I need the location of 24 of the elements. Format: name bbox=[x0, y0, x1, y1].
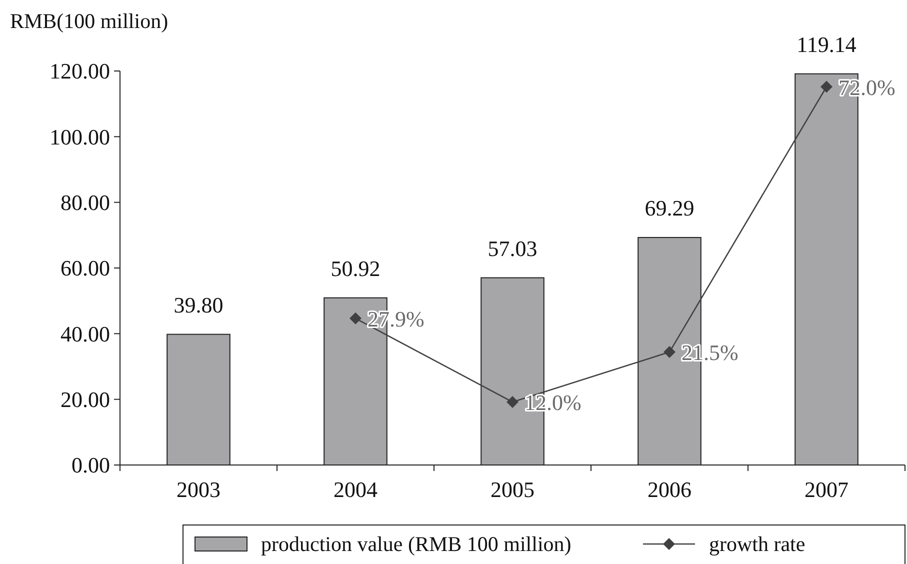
data-label: 57.03 bbox=[488, 236, 538, 261]
data-label: 119.14 bbox=[796, 32, 856, 57]
y-tick-label: 120.00 bbox=[50, 58, 110, 84]
x-tick-label: 2006 bbox=[648, 477, 692, 502]
y-tick-label: 0.00 bbox=[72, 452, 110, 478]
x-tick-label: 2004 bbox=[334, 477, 378, 502]
point bbox=[350, 312, 362, 324]
point bbox=[664, 346, 676, 358]
y-tick-label: 80.00 bbox=[60, 190, 110, 216]
x-tick-label: 2005 bbox=[490, 477, 534, 502]
x-tick-label: 2003 bbox=[176, 477, 220, 502]
data-label: 69.29 bbox=[644, 196, 694, 220]
y-tick-label: 40.00 bbox=[60, 321, 110, 346]
x-tick-label: 2007 bbox=[804, 477, 848, 502]
y-tick-label: 100.00 bbox=[50, 124, 110, 150]
data-label: 39.80 bbox=[174, 292, 224, 318]
y-tick-label: 20.00 bbox=[60, 387, 110, 412]
point bbox=[820, 80, 832, 93]
y-tick-label: 60.00 bbox=[60, 256, 110, 281]
point bbox=[506, 396, 518, 408]
legend-label: production value (RMB 100 million) bbox=[261, 532, 572, 556]
data-label: 50.92 bbox=[330, 256, 380, 281]
legend-label: growth rate bbox=[709, 532, 806, 556]
y-axis-title: RMB(100 million) bbox=[10, 9, 168, 33]
